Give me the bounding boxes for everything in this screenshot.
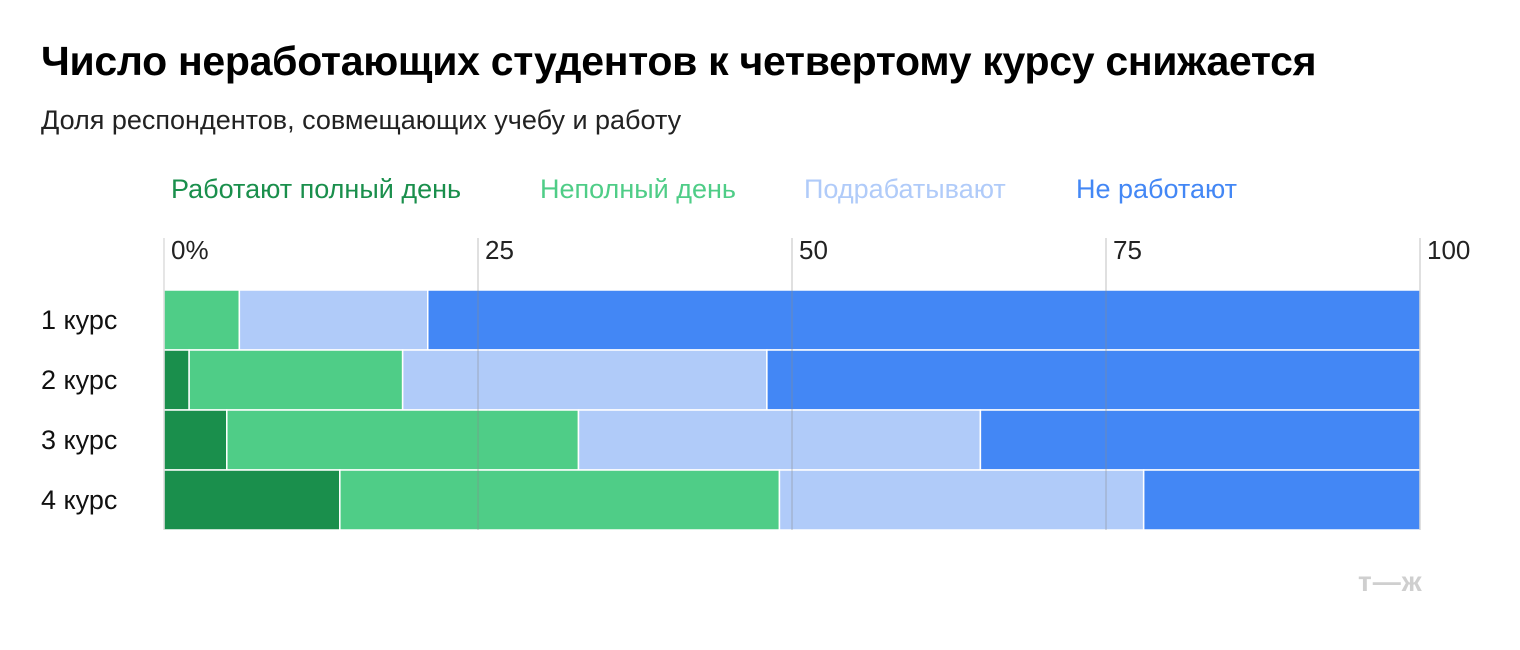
brand-logo: т—ж [1358,566,1423,597]
legend-item-not-working: Не работают [1076,174,1238,204]
legend-item-full-day: Работают полный день [171,174,462,204]
category-label: 2 курс [41,365,117,395]
bar-segment-3-4 [979,409,1421,471]
bar-segment-2-3 [401,349,768,411]
bar-segment-2-2 [188,349,404,411]
x-tick-label: 0% [171,235,209,265]
x-tick-label: 50 [799,235,828,265]
category-labels-group: 1 курс 2 курс 3 курс 4 курс [41,305,117,515]
category-label: 1 курс [41,305,117,335]
bar-segment-2-1 [163,349,190,411]
bar-segment-1-2 [163,289,241,351]
x-tick-label: 100 [1427,235,1470,265]
bar-segment-2-4 [766,349,1421,411]
legend-item-side-job: Подрабатывают [804,174,1006,204]
legend-item-part-day: Неполный день [540,174,736,204]
bar-segment-3-3 [577,409,982,471]
bar-segment-4-3 [778,469,1145,531]
bar-segment-4-4 [1142,469,1421,531]
grid-group [163,238,1421,530]
category-label: 3 курс [41,425,117,455]
bar-segment-3-1 [163,409,228,471]
bar-segment-4-1 [163,469,341,531]
tick-labels-group: 0% 25 50 75 100 [171,235,1470,265]
bar-segment-1-3 [238,289,429,351]
bars-group [163,289,1421,531]
category-label: 4 курс [41,485,117,515]
bar-segment-1-4 [427,289,1421,351]
bar-segment-3-2 [226,409,580,471]
x-tick-label: 25 [485,235,514,265]
chart-title: Число неработающих студентов к четвертом… [41,38,1317,84]
chart-subtitle: Доля респондентов, совмещающих учебу и р… [41,105,682,135]
x-tick-label: 75 [1113,235,1142,265]
bar-segment-4-2 [339,469,781,531]
